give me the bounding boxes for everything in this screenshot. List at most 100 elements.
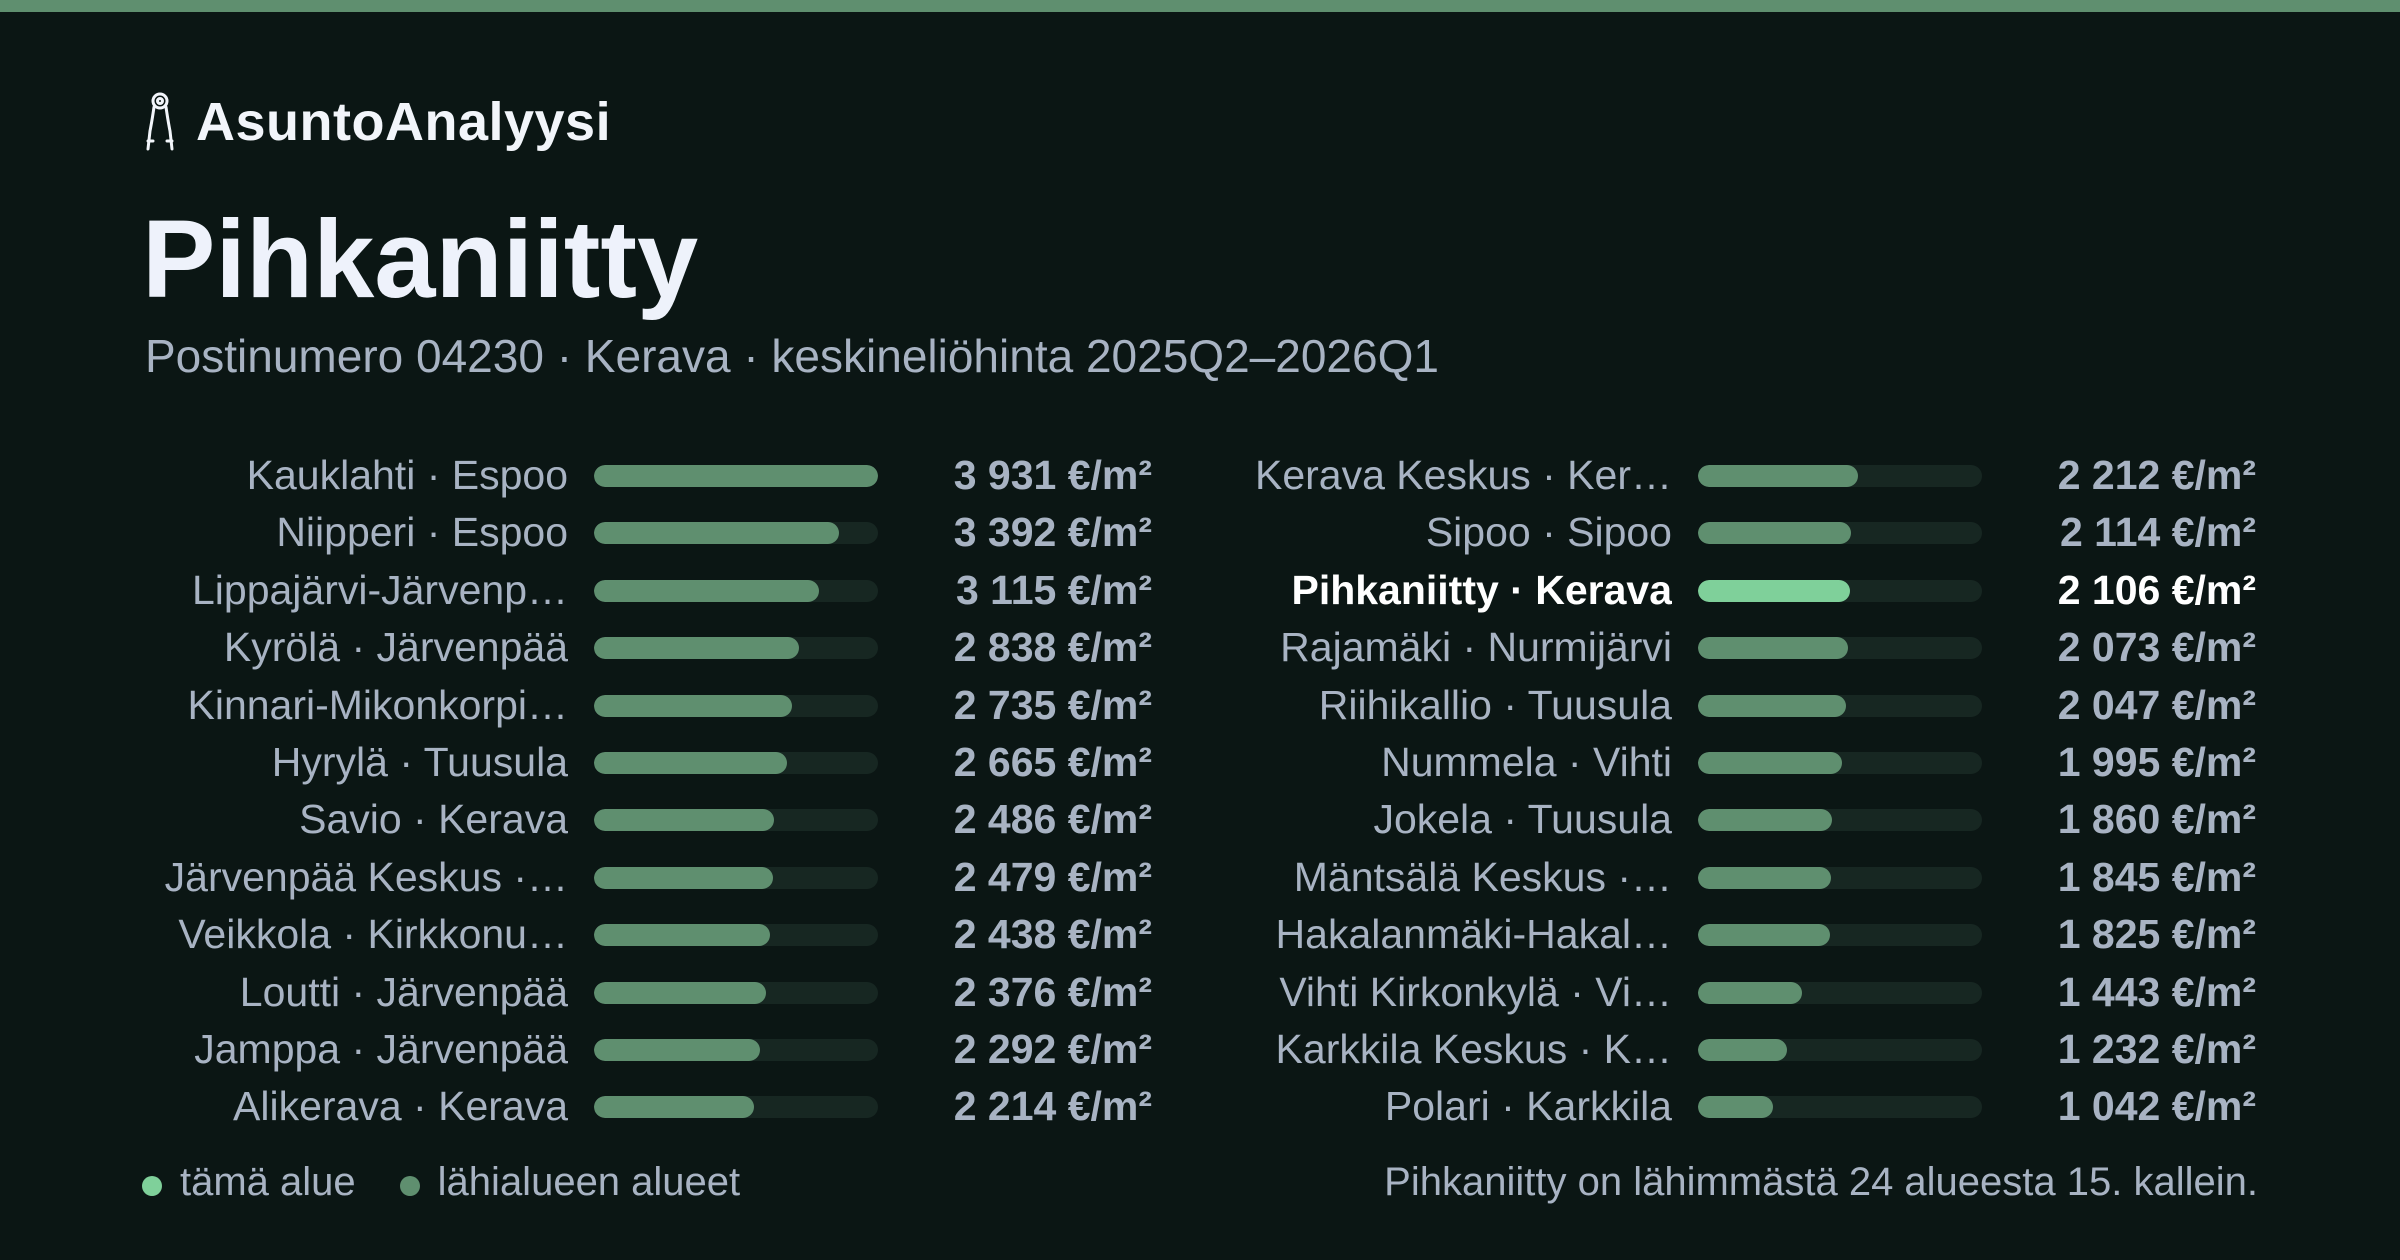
bar xyxy=(594,1096,754,1119)
bar-value-label: 2 838 €/m² xyxy=(953,624,1152,671)
bar-row: Savio · Kerava 2 486 €/m² xyxy=(100,791,1152,848)
bar xyxy=(1698,981,1803,1004)
bar xyxy=(594,751,787,774)
bar-label: Karkkila Keskus · K… xyxy=(1275,1025,1672,1072)
bar-value-label: 1 995 €/m² xyxy=(2057,738,2256,785)
legend-item-this-area: tämä alue xyxy=(142,1160,356,1205)
bar-label: Riihikallio · Tuusula xyxy=(1318,681,1672,728)
bar-value-label: 2 665 €/m² xyxy=(953,738,1152,785)
bar-value-label: 1 443 €/m² xyxy=(2057,968,2256,1015)
bar-row: Lippajärvi-Järvenp… 3 115 €/m² xyxy=(100,562,1152,619)
bar-row: Hyrylä · Tuusula 2 665 €/m² xyxy=(100,734,1152,791)
bar-row: Vihti Kirkonkylä · Vi… 1 443 €/m² xyxy=(1204,964,2256,1021)
bar-value-label: 2 212 €/m² xyxy=(2057,452,2256,498)
rank-footnote: Pihkaniitty on lähimmästä 24 alueesta 15… xyxy=(1384,1160,2258,1204)
ranking-column-left: Kauklahti · Espoo 3 931 €/m² Niipperi · Es… xyxy=(100,447,1152,1136)
bar-label: Mäntsälä Keskus ·… xyxy=(1293,853,1672,900)
bar-label: Järvenpää Keskus ·… xyxy=(164,853,568,900)
bar-track xyxy=(594,1038,878,1061)
bar-row: Veikkola · Kirkkonu… 2 438 €/m² xyxy=(100,906,1152,963)
bar-label: Jamppa · Järvenpää xyxy=(194,1025,568,1072)
bar xyxy=(1698,522,1851,545)
bar xyxy=(594,694,792,717)
bar xyxy=(1698,637,1848,660)
bar-label: Jokela · Tuusula xyxy=(1373,796,1672,843)
bar-track xyxy=(594,465,878,487)
bar xyxy=(594,522,840,545)
bar-track xyxy=(594,809,878,832)
bar-label: Sipoo · Sipoo xyxy=(1425,509,1672,556)
bar-value-label: 1 860 €/m² xyxy=(2057,796,2256,843)
bar-label: Rajamäki · Nurmijärvi xyxy=(1280,624,1672,671)
bar-value-label: 2 479 €/m² xyxy=(953,853,1152,900)
bar xyxy=(1698,465,1858,487)
bar-row: Rajamäki · Nurmijärvi 2 073 €/m² xyxy=(1204,619,2256,676)
bar-label: Loutti · Järvenpää xyxy=(239,968,568,1015)
bar-track xyxy=(1698,1096,1982,1119)
bar-value-label: 2 214 €/m² xyxy=(953,1083,1152,1130)
bar-value-label: 1 042 €/m² xyxy=(2057,1083,2256,1130)
bar-value-label: 1 845 €/m² xyxy=(2057,853,2256,900)
bar-track xyxy=(1698,809,1982,832)
legend-item-nearby: lähialueen alueet xyxy=(399,1159,741,1205)
bar xyxy=(1698,579,1851,602)
bar-row: Sipoo · Sipoo 2 114 €/m² xyxy=(1204,504,2256,561)
bar-label: Niipperi · Espoo xyxy=(276,509,568,556)
bar-value-label: 2 292 €/m² xyxy=(953,1025,1152,1072)
bar-value-label: 2 376 €/m² xyxy=(953,968,1152,1015)
bar-label: Vihti Kirkonkylä · Vi… xyxy=(1279,968,1672,1015)
bar-value-label: 2 486 €/m² xyxy=(953,796,1152,843)
bar-label: Savio · Kerava xyxy=(299,796,568,843)
bar-value-label: 3 115 €/m² xyxy=(955,566,1152,613)
bar-row: Mäntsälä Keskus ·… 1 845 €/m² xyxy=(1204,849,2256,906)
ranking-column-right: Kerava Keskus · Ker… 2 212 €/m² Sipoo · Si… xyxy=(1204,447,2256,1136)
bar-track xyxy=(1698,981,1982,1004)
bar-row: Kyrölä · Järvenpää 2 838 €/m² xyxy=(100,619,1152,676)
bar xyxy=(594,866,774,889)
bar-value-label: 2 114 €/m² xyxy=(2059,509,2256,556)
brand-name: AsuntoAnalyysi xyxy=(196,92,612,152)
legend: tämä alue lähialueen alueet xyxy=(142,1152,784,1212)
bar-row: Jokela · Tuusula 1 860 €/m² xyxy=(1204,791,2256,848)
bar-track xyxy=(594,1096,878,1119)
bar-track xyxy=(1698,1038,1982,1061)
brand: AsuntoAnalyysi xyxy=(142,90,611,154)
bar-row: Järvenpää Keskus ·… 2 479 €/m² xyxy=(100,849,1152,906)
key-ring-icon xyxy=(146,92,174,151)
bar-row: Loutti · Järvenpää 2 376 €/m² xyxy=(100,964,1152,1021)
bar xyxy=(1698,866,1832,889)
bar-value-label: 2 438 €/m² xyxy=(953,911,1152,958)
bar-label: Kyrölä · Järvenpää xyxy=(223,624,568,671)
bar-track xyxy=(1698,924,1982,947)
bar xyxy=(1698,1096,1774,1119)
bar-row: Kerava Keskus · Ker… 2 212 €/m² xyxy=(1204,447,2256,504)
bar-track xyxy=(594,522,878,545)
bar-value-label: 2 106 €/m² xyxy=(2057,566,2256,613)
bar xyxy=(1698,694,1846,717)
bar xyxy=(1698,1038,1787,1061)
legend-label-nearby: lähialueen alueet xyxy=(437,1159,741,1204)
legend-label-this-area: tämä alue xyxy=(180,1159,356,1204)
bar-label: Hyrylä · Tuusula xyxy=(271,738,568,785)
bar-track xyxy=(1698,579,1982,602)
bar-track xyxy=(594,751,878,774)
bar-row: Karkkila Keskus · K… 1 232 €/m² xyxy=(1204,1021,2256,1078)
bar-track xyxy=(1698,637,1982,660)
bar xyxy=(1698,924,1830,947)
bar-row: Nummela · Vihti 1 995 €/m² xyxy=(1204,734,2256,791)
bar-track xyxy=(1698,465,1982,487)
bar-label: Veikkola · Kirkkonu… xyxy=(178,911,568,958)
bar-row: Kinnari-Mikonkorpi… 2 735 €/m² xyxy=(100,677,1152,734)
bar-track xyxy=(1698,866,1982,889)
bar-value-label: 1 825 €/m² xyxy=(2057,911,2256,958)
bar-track xyxy=(594,579,878,602)
bar-row: Riihikallio · Tuusula 2 047 €/m² xyxy=(1204,677,2256,734)
bar-label: Polari · Karkkila xyxy=(1384,1083,1672,1130)
bar-value-label: 2 047 €/m² xyxy=(2057,681,2256,728)
bar-label: Pihkaniitty · Kerava xyxy=(1291,566,1672,613)
bar-label: Lippajärvi-Järvenp… xyxy=(191,566,568,613)
legend-dot-this-area xyxy=(142,1176,162,1196)
bar-track xyxy=(594,981,878,1004)
page-subtitle: Postinumero 04230 · Kerava · keskineliöh… xyxy=(145,330,1439,382)
bar-value-label: 3 392 €/m² xyxy=(953,509,1152,556)
